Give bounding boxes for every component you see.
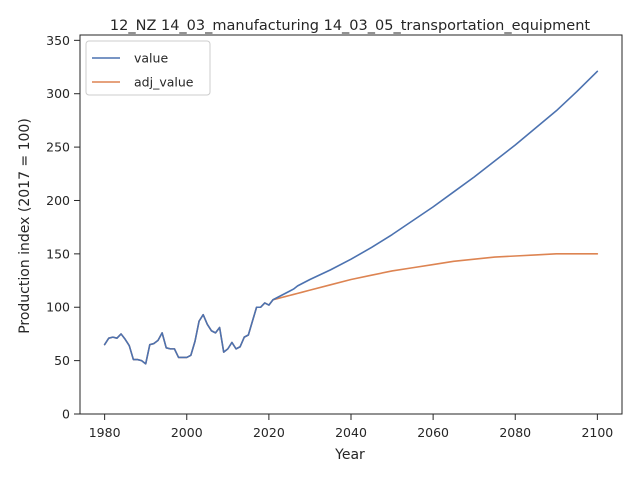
x-tick-label: 2060 bbox=[417, 425, 449, 440]
y-tick-label: 50 bbox=[54, 353, 70, 368]
y-tick-label: 0 bbox=[62, 407, 70, 422]
series-layer bbox=[103, 70, 599, 365]
x-tick-label: 2000 bbox=[171, 425, 203, 440]
y-tick-label: 300 bbox=[46, 86, 70, 101]
y-axis-label: Production index (2017 = 100) bbox=[17, 118, 33, 334]
x-axis-label: Year bbox=[334, 447, 365, 463]
x-tick-label: 2100 bbox=[581, 425, 613, 440]
x-tick-label: 2040 bbox=[335, 425, 367, 440]
legend-label-value: value bbox=[134, 51, 168, 66]
x-tick-label: 2020 bbox=[253, 425, 285, 440]
y-tick-label: 150 bbox=[46, 246, 70, 261]
y-tick-label: 350 bbox=[46, 33, 70, 48]
y-tick-label: 200 bbox=[46, 193, 70, 208]
legend: value adj_value bbox=[85, 40, 211, 96]
x-axis-ticks: 1980 2000 2020 2040 2060 2080 2100 bbox=[89, 414, 613, 440]
y-tick-label: 250 bbox=[46, 140, 70, 155]
legend-label-adj-value: adj_value bbox=[134, 75, 194, 90]
x-tick-label: 2080 bbox=[499, 425, 531, 440]
series-line-value bbox=[103, 70, 599, 365]
legend-entries: value adj_value bbox=[92, 51, 194, 90]
y-axis-ticks: 0 50 100 150 200 250 300 350 bbox=[46, 33, 80, 422]
y-tick-label: 100 bbox=[46, 300, 70, 315]
chart-title: 12_NZ 14_03_manufacturing 14_03_05_trans… bbox=[110, 18, 591, 34]
x-tick-label: 1980 bbox=[89, 425, 121, 440]
